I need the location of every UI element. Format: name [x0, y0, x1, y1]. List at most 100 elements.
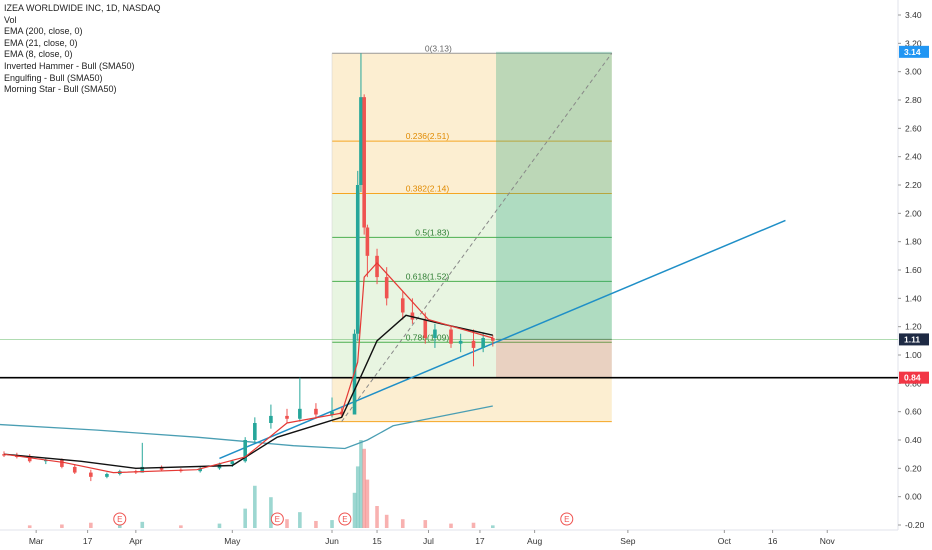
volume-bar: [27, 525, 32, 528]
volume-bar: [449, 523, 453, 528]
y-tick-label: 2.00: [905, 208, 922, 218]
candle-body: [384, 277, 389, 299]
volume-bar: [314, 520, 318, 528]
legend-indicator[interactable]: Vol: [4, 14, 17, 25]
ema21-line: [3, 314, 493, 470]
x-tick-label: 17: [475, 536, 485, 546]
earnings-marker: [560, 512, 574, 526]
candle-body: [400, 298, 405, 313]
position-loss-zone: [496, 339, 612, 378]
candle-body: [481, 338, 485, 348]
fib-level-label: 0.618(1.52): [406, 271, 450, 281]
position-profit-zone: [496, 51, 612, 340]
candle-body: [330, 411, 334, 415]
candle-body: [243, 440, 247, 462]
x-tick-label: Aug: [527, 536, 542, 546]
position-overlap: [496, 51, 612, 340]
volume-bar: [352, 492, 357, 528]
y-tick-label: 2.40: [905, 152, 922, 162]
y-tick-label: 1.40: [905, 293, 922, 303]
y-tick-label: 0.00: [905, 492, 922, 502]
volume-bar: [140, 521, 145, 528]
fib-level-label: 0.786(1.09): [406, 332, 450, 342]
candle-body: [362, 97, 366, 228]
candle-body: [458, 340, 463, 344]
x-tick-label: Nov: [820, 536, 836, 546]
y-tick-label: 2.80: [905, 95, 922, 105]
volume-bar: [298, 512, 302, 528]
x-tick-label: Apr: [129, 536, 142, 546]
price-badge-label: 3.14: [904, 47, 921, 57]
volume-bar: [89, 522, 93, 528]
candle-body: [198, 468, 202, 472]
x-tick-label: Jun: [325, 536, 339, 546]
y-tick-label: 3.20: [905, 38, 922, 48]
x-tick-label: Sep: [620, 536, 635, 546]
volume-bar: [471, 522, 476, 528]
earnings-marker-label: E: [342, 515, 347, 524]
y-tick-label: 3.40: [905, 10, 922, 20]
volume-bar: [400, 519, 405, 528]
legend-indicator[interactable]: Inverted Hammer - Bull (SMA50): [4, 60, 135, 71]
x-tick-label: Jul: [423, 536, 434, 546]
earnings-marker: [270, 512, 284, 526]
price-badge: [899, 45, 929, 58]
candle-body: [230, 461, 235, 465]
volume-bar: [60, 524, 64, 528]
legend-indicator[interactable]: EMA (21, close, 0): [4, 37, 78, 48]
candle-body: [89, 472, 93, 477]
candle-body: [27, 457, 32, 462]
volume-bar: [359, 440, 363, 528]
candle-body: [298, 408, 302, 419]
fib-level-label: 0.382(2.14): [406, 184, 450, 194]
candle-body: [449, 329, 453, 344]
candle-body: [159, 466, 164, 470]
x-tick-label: Mar: [29, 536, 44, 546]
fib-band: [332, 377, 612, 422]
volume-bar: [375, 506, 379, 528]
x-tick-label: 17: [83, 536, 93, 546]
earnings-marker: [338, 512, 352, 526]
candle-body: [433, 329, 437, 338]
y-tick-label: 0.20: [905, 463, 922, 473]
y-tick-label: 1.60: [905, 265, 922, 275]
legend-indicator[interactable]: Morning Star - Bull (SMA50): [4, 84, 117, 95]
y-tick-label: 1.80: [905, 237, 922, 247]
volume-bar: [365, 479, 370, 528]
fib-band: [332, 141, 612, 194]
legend: IZEA WORLDWIDE INC, 1D, NASDAQ Vol EMA (…: [4, 3, 161, 96]
legend-indicator[interactable]: EMA (8, close, 0): [4, 49, 73, 60]
x-tick-label: Oct: [718, 536, 732, 546]
fib-band: [332, 193, 612, 238]
candle-body: [60, 459, 64, 467]
candle-body: [365, 227, 370, 256]
candle-body: [253, 423, 257, 440]
x-tick-label: 15: [372, 536, 382, 546]
candle-body: [269, 415, 273, 423]
earnings-marker-label: E: [275, 515, 280, 524]
volume-bar: [362, 448, 366, 528]
fib-level-label: 0(3.13): [425, 43, 452, 53]
legend-indicator[interactable]: EMA (200, close, 0): [4, 26, 83, 37]
legend-indicator[interactable]: Engulfing - Bull (SMA50): [4, 72, 103, 83]
candle-body: [105, 474, 109, 477]
volume-bar: [243, 508, 247, 528]
legend-title: IZEA WORLDWIDE INC, 1D, NASDAQ: [4, 3, 161, 13]
earnings-marker-label: E: [117, 515, 122, 524]
candle-body: [355, 185, 360, 334]
fib-band: [332, 53, 612, 142]
y-tick-label: 2.60: [905, 123, 922, 133]
candle-body: [140, 466, 145, 473]
volume-bar: [179, 525, 183, 528]
volume-bar: [423, 520, 428, 528]
y-tick-label: 1.20: [905, 322, 922, 332]
y-tick-label: 2.20: [905, 180, 922, 190]
price-badge: [899, 333, 929, 346]
candle-body: [375, 255, 379, 278]
fib-band: [332, 342, 612, 378]
price-badge-label: 0.84: [904, 373, 921, 383]
ema200-line: [0, 405, 493, 450]
volume-bar: [117, 524, 122, 528]
